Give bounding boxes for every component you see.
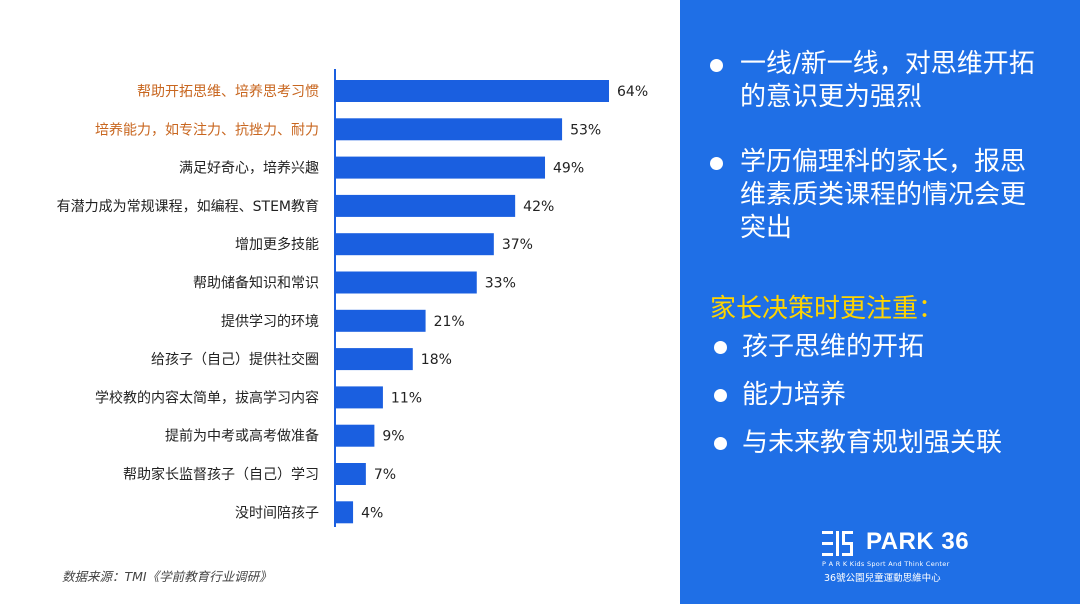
focus-item: 孩子思维的开拓 [710,332,1002,380]
category-label: 培养能力，如专注力、抗挫力、耐力 [95,122,319,138]
focus-title: 家长决策时更注重： [710,294,945,324]
bullet-dot-icon [714,341,727,354]
bar [336,501,354,524]
bar [336,271,477,294]
focus-list: 孩子思维的开拓 能力培养 与未来教育规划强关联 [710,332,1002,476]
insight-text: 一线/新一线，对思维开拓的意识更为强烈 [740,49,1035,112]
bullet-dot-icon [710,59,723,72]
category-label: 给孩子（自己）提供社交圈 [151,351,319,368]
data-label: 7% [374,467,396,483]
logo-name: PARK 36 [866,528,970,555]
data-label: 64% [617,84,648,100]
category-label: 学校教的内容太简单，拔高学习内容 [95,389,319,406]
category-label: 没时间陪孩子 [235,505,319,521]
category-label: 增加更多技能 [235,236,319,253]
bar [336,309,426,332]
bar [336,194,516,217]
focus-item-text: 与未来教育规划强关联 [742,428,1003,458]
focus-item-text: 能力培养 [742,380,847,410]
insight-bullet-1: 一线/新一线，对思维开拓的意识更为强烈 [710,48,1050,114]
park36-logo-icon [822,531,853,556]
park36-logo: PARK 36 P A R K Kids Sport And Think Cen… [822,528,982,588]
category-label: 帮助开拓思维、培养思考习惯 [137,83,319,100]
bar [336,80,609,102]
data-label: 42% [523,199,554,215]
data-label: 21% [434,314,465,330]
focus-item-text: 孩子思维的开拓 [742,332,925,362]
bar [336,386,383,409]
focus-item: 能力培养 [710,380,1002,428]
data-label: 9% [382,429,404,445]
bar [336,156,546,179]
insight-panel: 一线/新一线，对思维开拓的意识更为强烈 学历偏理科的家长，报思维素质类课程的情况… [680,0,1080,604]
bullet-dot-icon [710,157,723,170]
category-label: 有潜力成为常规课程，如编程、STEM教育 [57,199,319,215]
bar [336,424,375,447]
bar-chart: 帮助开拓思维、培养思考习惯 64% 培养能力，如专注力、抗挫力、耐力 53% 满足好奇心… [57,69,648,527]
bar [336,233,494,256]
data-label: 53% [570,122,601,138]
data-label: 49% [553,161,584,177]
category-label: 满足好奇心，培养兴趣 [179,160,319,177]
focus-item: 与未来教育规划强关联 [710,428,1002,476]
insight-bullet-2: 学历偏理科的家长，报思维素质类课程的情况会更突出 [710,146,1050,245]
category-label: 帮助家长监督孩子（自己）学习 [123,466,319,483]
bar [336,118,563,141]
chart-panel: 帮助开拓思维、培养思考习惯 64% 培养能力，如专注力、抗挫力、耐力 53% 满足好奇心… [56,69,649,584]
category-label: 帮助储备知识和常识 [193,275,319,292]
bullet-dot-icon [714,437,727,450]
logo-subtitle: P A R K Kids Sport And Think Center [822,560,950,568]
data-label: 18% [421,352,452,368]
logo-chinese-name: 36號公園兒童運動思維中心 [824,573,941,584]
data-label: 37% [502,237,533,253]
bar [336,348,413,371]
data-label: 33% [485,276,516,292]
source-note: 数据来源：TMI《学前教育行业调研》 [62,569,272,584]
category-label: 提前为中考或高考做准备 [165,428,319,445]
data-label: 11% [391,390,422,406]
category-label: 提供学习的环境 [221,314,319,330]
insight-text: 学历偏理科的家长，报思维素质类课程的情况会更突出 [740,147,1027,243]
bullet-dot-icon [714,389,727,402]
bar [336,463,366,485]
data-label: 4% [361,505,383,521]
